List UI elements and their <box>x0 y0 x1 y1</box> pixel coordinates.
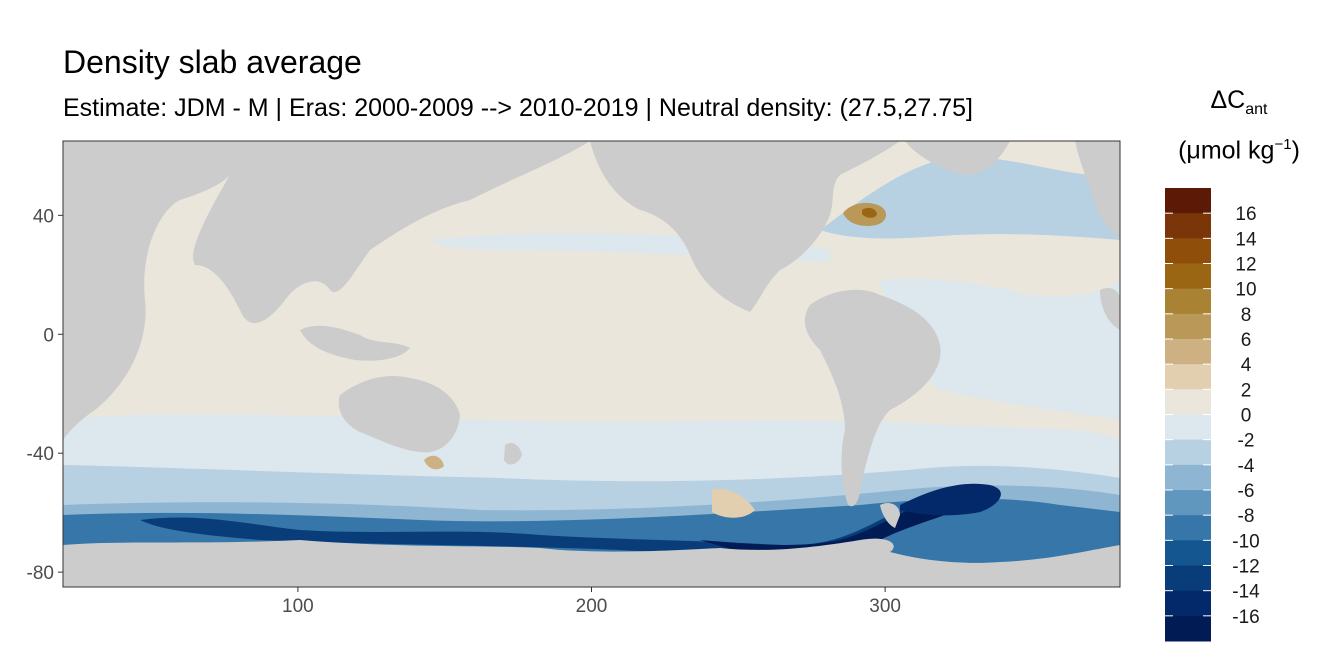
y-tick-label: 0 <box>43 325 54 346</box>
legend-swatch <box>1165 288 1211 315</box>
weddell-sea-anomaly <box>900 483 1001 516</box>
legend-swatch <box>1165 490 1211 516</box>
legend-title-sub: ant <box>1245 101 1268 118</box>
legend-swatch <box>1165 540 1211 566</box>
tasman-positive <box>424 455 444 470</box>
legend-break-label: 10 <box>1235 280 1256 301</box>
legend-swatch <box>1165 238 1211 264</box>
legend-break-label: -4 <box>1238 456 1255 477</box>
legend-swatch <box>1165 414 1211 441</box>
legend-break-label: -10 <box>1232 531 1259 552</box>
legend-swatch <box>1165 339 1211 365</box>
legend-unit-sup: −1 <box>1274 136 1292 153</box>
legend-unit-suffix: ) <box>1291 136 1300 165</box>
north-america <box>590 141 900 312</box>
legend-swatch <box>1165 515 1211 541</box>
y-tick-label: 40 <box>33 206 54 227</box>
legend-break-label: -12 <box>1232 557 1259 578</box>
legend-swatch <box>1165 464 1211 491</box>
eurasia <box>193 141 590 324</box>
y-tick-label: -80 <box>27 563 54 584</box>
legend-break-label: 14 <box>1235 229 1257 250</box>
legend-unit: (μmol kg−1) <box>1164 136 1314 165</box>
africa <box>63 141 250 440</box>
x-tick-label: 300 <box>869 596 901 617</box>
legend-break-label: 16 <box>1235 204 1256 225</box>
legend-swatch <box>1165 213 1211 239</box>
maritime-continent <box>300 325 410 361</box>
legend-break-label: -14 <box>1232 582 1260 603</box>
legend-title: ΔCant <box>1164 86 1314 119</box>
legend-break-label: 0 <box>1241 406 1252 427</box>
legend-break-label: 6 <box>1241 330 1252 351</box>
new-zealand <box>504 443 522 465</box>
legend-title-main: ΔC <box>1210 86 1246 114</box>
greenland <box>905 141 1010 175</box>
legend-swatch <box>1165 364 1211 390</box>
legend-unit-prefix: (μmol kg <box>1178 136 1275 165</box>
legend-swatch <box>1165 313 1211 340</box>
legend-swatch <box>1165 389 1211 415</box>
legend-swatch <box>1165 565 1211 592</box>
south-pacific-positive <box>712 488 755 518</box>
subpolar-atlantic-blue <box>820 157 1120 240</box>
y-axis: 40 0 -40 -80 <box>27 206 63 584</box>
east-south-america-margin <box>880 503 900 528</box>
australia <box>338 375 460 453</box>
x-tick-label: 100 <box>282 596 314 617</box>
legend-swatch <box>1165 615 1211 642</box>
hotspot-core <box>862 207 877 218</box>
ross-sea-anomaly <box>140 489 990 555</box>
legend-break-label: -2 <box>1238 431 1255 452</box>
legend-break-label: -16 <box>1232 607 1259 628</box>
legend-break-label: 12 <box>1235 255 1256 276</box>
legend-swatch <box>1165 439 1211 466</box>
land <box>63 141 1120 587</box>
legend-break-label: -8 <box>1238 506 1255 527</box>
legend-break-label: -6 <box>1238 481 1255 502</box>
antarctica <box>63 538 1120 587</box>
south-atlantic-blue <box>880 278 1120 420</box>
chart-subtitle: Estimate: JDM - M | Eras: 2000-2009 --> … <box>63 94 973 122</box>
legend-swatch <box>1165 590 1211 617</box>
map-panel <box>63 141 1120 587</box>
x-axis: 100 200 300 <box>282 587 901 617</box>
legend-swatch <box>1165 188 1211 214</box>
west-africa-edge <box>1100 288 1120 330</box>
south-america <box>804 289 941 507</box>
legend-labels: 16 14 12 10 8 6 4 2 0 -2 -4 -6 -8 -10 -12 -14 -16 <box>1232 204 1260 628</box>
europe-west <box>1075 141 1120 240</box>
legend-swatch <box>1165 263 1211 290</box>
legend-colorbar <box>1165 188 1211 642</box>
legend-break-label: 4 <box>1241 355 1252 376</box>
legend-break-label: 2 <box>1241 380 1252 401</box>
y-tick-label: -40 <box>27 444 54 465</box>
legend-break-label: 8 <box>1241 305 1252 326</box>
chart-title: Density slab average <box>63 44 362 80</box>
x-tick-label: 200 <box>576 596 608 617</box>
